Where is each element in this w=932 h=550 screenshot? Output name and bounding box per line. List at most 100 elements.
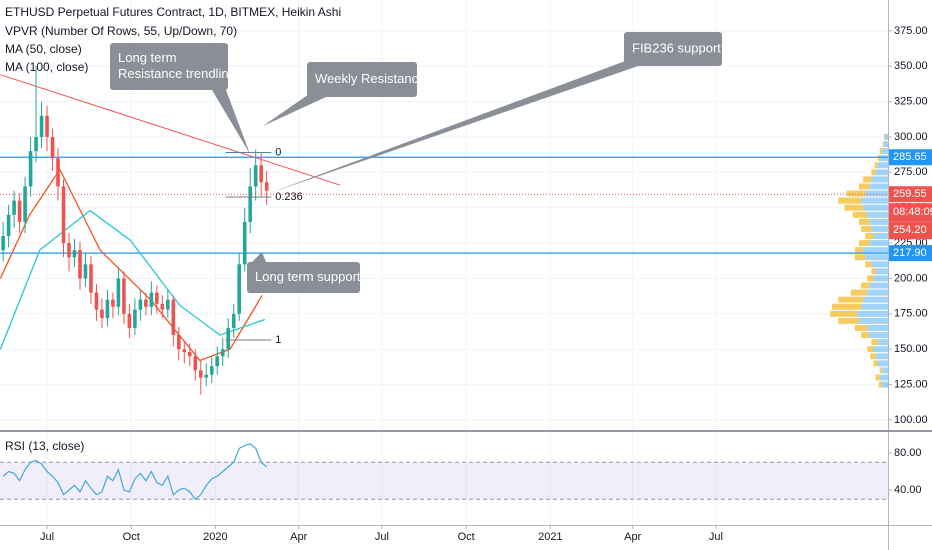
callout-pointer [270,60,638,193]
callout-box [307,62,417,97]
volume-up [881,381,888,388]
candle-body [166,299,170,310]
fib-label: 0 [275,146,281,158]
volume-down [846,190,866,197]
candle-body [171,299,176,336]
volume-up [865,190,888,197]
volume-up [881,367,888,374]
rsi-line [2,443,268,501]
volume-up [883,141,888,148]
chart-title: ETHUSD Perpetual Futures Contract, 1D, B… [5,5,341,19]
candle-body [23,186,27,222]
candle-body [187,352,192,357]
x-tick-label: Jul [40,531,54,543]
volume-up [871,176,888,183]
candle-body [149,292,154,307]
candle-body [56,158,60,187]
volume-down [865,233,874,240]
candle-body [39,115,44,137]
trendline [0,74,341,186]
candle-body [50,136,55,159]
x-tick-label: Apr [624,531,641,543]
volume-down [867,346,874,353]
candle-body [28,151,33,187]
callout-text: Long term [118,50,177,65]
moving-average [0,209,266,350]
candle-body [1,236,5,251]
volume-up [869,332,888,339]
volume-up [867,289,888,296]
candle-body [204,374,209,378]
rsi-title: RSI (13, close) [5,439,84,453]
rsi-band [0,462,888,500]
price-tag [889,203,932,222]
volume-down [832,303,862,310]
candle-body [116,278,121,307]
volume-down [859,218,870,225]
x-tick-label: 2020 [203,531,227,543]
candle-body [111,299,115,307]
volume-down [865,261,872,268]
candle-body [160,303,165,310]
volume-down [838,197,862,204]
indicator-label: MA (100, close) [5,60,88,74]
x-tick-label: Oct [458,531,475,543]
volume-up [869,183,888,190]
volume-up [873,275,888,282]
volume-down [879,148,882,155]
callout-text: Weekly Resistance [315,71,425,86]
indicator-label: MA (50, close) [5,42,82,56]
candle-body [198,370,203,378]
y-tick-label: 80.00 [894,447,922,459]
price-tag-label: 259.55 [893,188,927,200]
callout-box [624,32,722,66]
callout-pointer [212,90,250,154]
volume-up [863,204,888,211]
volume-down [871,169,876,176]
volume-up [865,254,888,261]
y-tick-label: 200.00 [894,272,928,284]
y-tick-label: 100.00 [894,414,928,426]
y-tick-label: 275.00 [894,166,928,178]
candle-body [248,186,252,222]
volume-down [854,324,868,331]
x-tick-label: Jul [375,531,389,543]
volume-down [863,176,872,183]
y-tick-label: 325.00 [894,95,928,107]
price-tag-label: 217.90 [893,247,927,259]
candle-body [105,299,110,319]
candle-body [144,299,148,307]
candle-body [226,327,231,350]
candle-body [83,264,88,279]
candle-body [193,356,198,371]
volume-down [883,133,885,140]
volume-down [879,367,882,374]
candle-body [100,309,104,319]
y-tick-label: 175.00 [894,308,928,320]
moving-average [0,168,263,362]
volume-down [852,211,868,218]
candle-body [17,200,22,222]
candle-body [78,250,82,279]
candle-body [231,313,236,328]
y-tick-label: 375.00 [894,25,928,37]
x-tick-label: 2021 [538,531,562,543]
candle-body [182,349,187,353]
indicator-label: VPVR (Number Of Rows, 55, Up/Down, 70) [5,24,237,38]
candle-body [253,165,258,187]
volume-up [884,133,888,140]
volume-down [877,155,880,162]
volume-up [875,353,888,360]
volume-up [877,360,888,367]
volume-up [871,225,888,232]
volume-down [873,360,878,367]
candle-body [177,335,181,350]
volume-down [854,247,864,254]
fib-label: 0.236 [275,191,303,203]
volume-down [870,353,876,360]
volume-up [873,233,888,240]
callout-text: Long term support [255,269,361,284]
volume-down [859,183,870,190]
volume-down [875,374,880,381]
